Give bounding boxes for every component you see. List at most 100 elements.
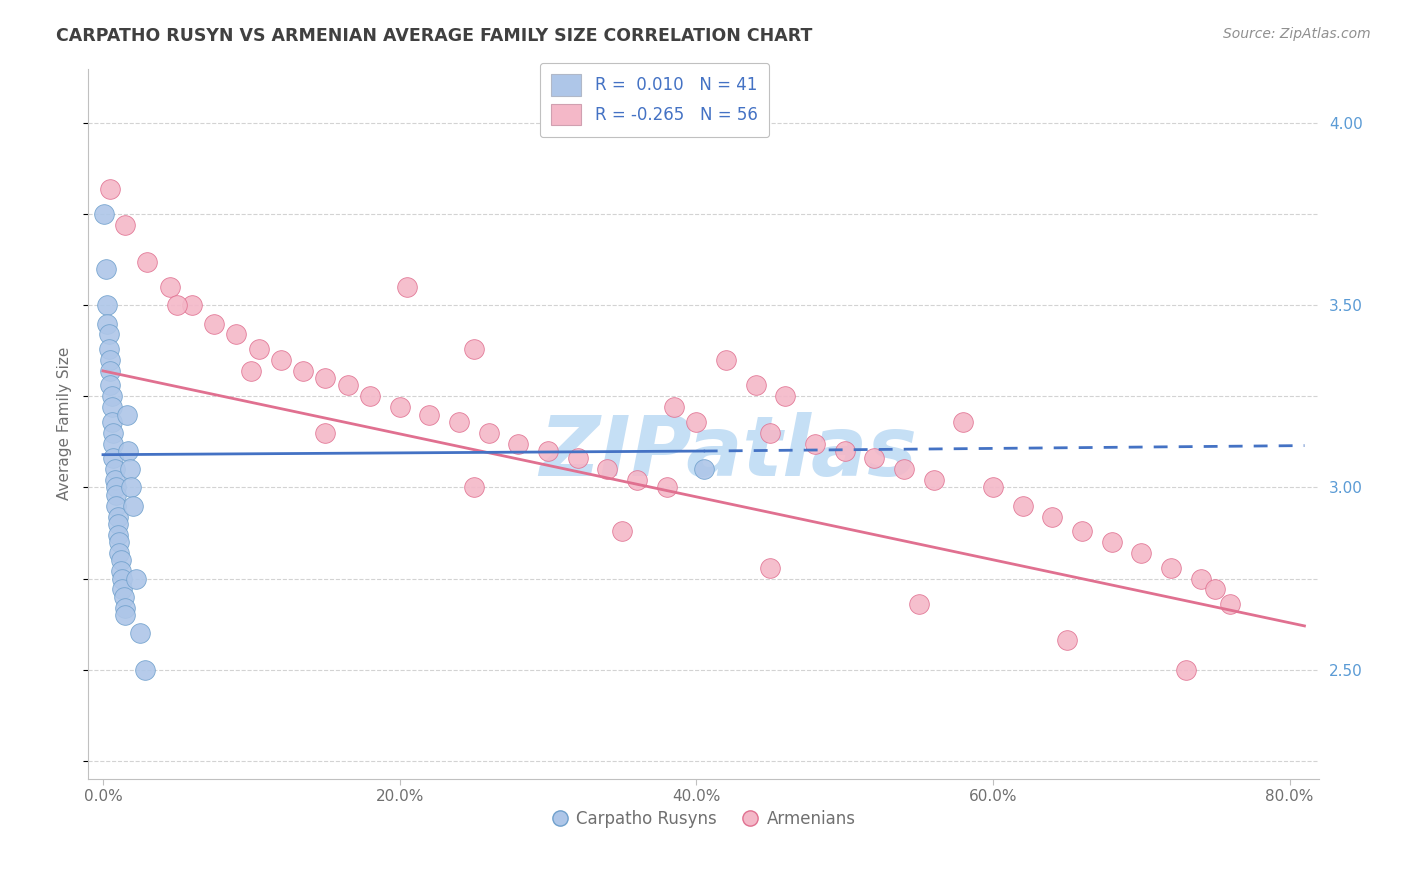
Point <box>508 436 530 450</box>
Point <box>94 261 117 276</box>
Point <box>159 280 181 294</box>
Point <box>124 572 146 586</box>
Point <box>104 462 127 476</box>
Point <box>202 317 225 331</box>
Point <box>1130 546 1153 560</box>
Point <box>1219 597 1241 611</box>
Point <box>97 327 120 342</box>
Point <box>114 600 136 615</box>
Point <box>396 280 419 294</box>
Point <box>1189 572 1212 586</box>
Text: ZIPatlas: ZIPatlas <box>540 411 917 492</box>
Point <box>1056 633 1078 648</box>
Point <box>1160 560 1182 574</box>
Point <box>181 298 204 312</box>
Point <box>907 597 929 611</box>
Point <box>1011 499 1033 513</box>
Text: Source: ZipAtlas.com: Source: ZipAtlas.com <box>1223 27 1371 41</box>
Point <box>292 364 315 378</box>
Point <box>103 451 125 466</box>
Point <box>336 378 359 392</box>
Point <box>1174 663 1197 677</box>
Point <box>388 401 411 415</box>
Point <box>693 462 716 476</box>
Point <box>110 564 132 578</box>
Point <box>112 590 135 604</box>
Point <box>103 436 125 450</box>
Point <box>101 401 124 415</box>
Point <box>107 528 129 542</box>
Point <box>893 462 915 476</box>
Point <box>596 462 619 476</box>
Point <box>863 451 886 466</box>
Point <box>93 207 115 221</box>
Point <box>100 182 122 196</box>
Point <box>107 516 129 531</box>
Point <box>804 436 827 450</box>
Point <box>108 535 131 549</box>
Point <box>110 553 132 567</box>
Point <box>922 473 945 487</box>
Point <box>626 473 648 487</box>
Point <box>105 488 128 502</box>
Y-axis label: Average Family Size: Average Family Size <box>58 347 72 500</box>
Point <box>240 364 263 378</box>
Point <box>225 327 247 342</box>
Point <box>567 451 589 466</box>
Point <box>120 480 142 494</box>
Point <box>134 663 156 677</box>
Point <box>100 378 122 392</box>
Point <box>103 425 125 440</box>
Point <box>114 607 136 622</box>
Point <box>101 389 124 403</box>
Point <box>685 415 707 429</box>
Point <box>1071 524 1094 539</box>
Point <box>104 473 127 487</box>
Point <box>136 254 159 268</box>
Point <box>100 353 122 368</box>
Point <box>952 415 974 429</box>
Point <box>96 317 118 331</box>
Point <box>115 408 138 422</box>
Point <box>107 509 129 524</box>
Point <box>759 560 782 574</box>
Point <box>314 371 336 385</box>
Point <box>314 425 336 440</box>
Point <box>981 480 1004 494</box>
Point <box>447 415 470 429</box>
Point <box>1101 535 1123 549</box>
Point <box>105 499 128 513</box>
Point <box>166 298 188 312</box>
Point <box>270 353 292 368</box>
Point <box>121 499 143 513</box>
Point <box>117 444 139 458</box>
Point <box>537 444 560 458</box>
Point <box>662 401 685 415</box>
Point <box>108 546 131 560</box>
Point <box>96 298 118 312</box>
Legend: Carpatho Rusyns, Armenians: Carpatho Rusyns, Armenians <box>544 803 863 835</box>
Point <box>247 342 270 356</box>
Point <box>759 425 782 440</box>
Point <box>1040 509 1063 524</box>
Point <box>714 353 737 368</box>
Point <box>744 378 766 392</box>
Point <box>834 444 856 458</box>
Point <box>105 480 128 494</box>
Point <box>418 408 440 422</box>
Point <box>478 425 501 440</box>
Point <box>118 462 141 476</box>
Point <box>610 524 633 539</box>
Point <box>111 572 134 586</box>
Point <box>97 342 120 356</box>
Point <box>111 582 134 597</box>
Point <box>359 389 381 403</box>
Point <box>101 415 124 429</box>
Point <box>775 389 797 403</box>
Point <box>655 480 678 494</box>
Point <box>1204 582 1226 597</box>
Point <box>463 342 485 356</box>
Point <box>100 364 122 378</box>
Point <box>463 480 485 494</box>
Point <box>129 626 152 640</box>
